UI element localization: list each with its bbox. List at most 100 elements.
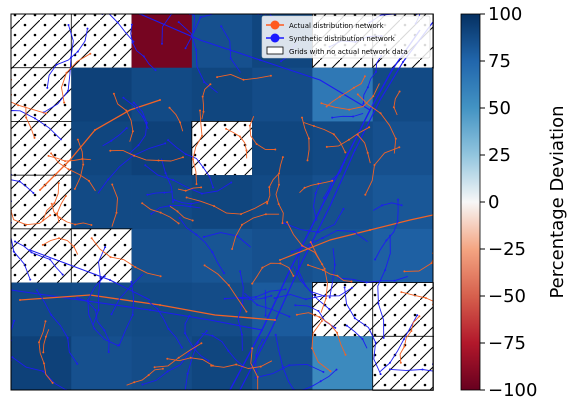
synthetic-branch-node — [99, 276, 102, 279]
synthetic-branch-node — [13, 319, 16, 322]
synthetic-branch — [178, 21, 218, 94]
synthetic-branch-node — [34, 117, 36, 120]
colorbar: 100 75 50 25 0 −25 −50 −75 −100 Percentage Devia… — [460, 4, 568, 401]
actual-branch-node — [125, 109, 128, 112]
synthetic-branch-node — [366, 86, 369, 89]
heatmap-cell — [191, 228, 253, 283]
heatmap-cell — [71, 175, 132, 230]
actual-branch-node — [201, 134, 203, 137]
actual-branch-node — [51, 381, 54, 384]
actual-branch-node — [286, 221, 289, 224]
heatmap-cell — [252, 228, 313, 283]
synthetic-branch-node — [298, 253, 300, 255]
heatmap-cell — [252, 67, 313, 122]
synthetic-branch — [377, 235, 391, 338]
synthetic-branch-node — [36, 289, 38, 292]
synthetic-branch — [102, 127, 128, 147]
colorbar-tick-label: 25 — [488, 145, 511, 166]
synthetic-branch-node — [227, 349, 230, 352]
synthetic-branch — [339, 275, 408, 283]
actual-branch-node — [268, 186, 271, 189]
actual-branch-node — [325, 105, 328, 108]
actual-branch-node — [251, 347, 254, 350]
nodata-cell — [10, 13, 73, 69]
actual-branch — [296, 312, 346, 355]
synthetic-branch-node — [61, 273, 64, 276]
legend-nodata-label: Grids with no actual network data — [289, 48, 408, 56]
synthetic-branch — [274, 293, 322, 300]
heatmap-cell — [252, 282, 313, 337]
actual-branch-node — [179, 121, 182, 124]
synthetic-branch-node — [379, 373, 382, 376]
actual-branch — [326, 76, 366, 107]
actual-branch-node — [281, 222, 284, 225]
actual-branch-node — [200, 342, 203, 345]
synthetic-branch-node — [118, 344, 121, 347]
synthetic-branch — [332, 112, 364, 119]
synthetic-branch — [129, 102, 148, 154]
synthetic-branch-node — [180, 346, 183, 349]
synthetic-branch-node — [30, 251, 33, 254]
actual-branch-node — [200, 186, 203, 189]
actual-branch — [169, 205, 193, 221]
synthetic-branch — [174, 199, 200, 205]
actual-branch-node — [379, 112, 382, 115]
actual-branch-node — [177, 222, 180, 225]
actual-branch — [51, 203, 92, 226]
synthetic-branch — [344, 287, 382, 375]
actual-branch-node — [72, 245, 75, 248]
actual-branch-node — [278, 172, 280, 175]
actual-branch-node — [25, 223, 28, 226]
actual-branch-node — [141, 202, 144, 205]
actual-branch-node — [323, 267, 326, 270]
nodata-cell — [191, 121, 253, 176]
synthetic-branch-node — [186, 372, 189, 375]
synthetic-branch-node — [331, 116, 334, 119]
actual-branch-node — [245, 310, 248, 313]
heatmap-cell — [312, 121, 374, 176]
actual-branch — [42, 237, 79, 255]
actual-branch-node — [50, 152, 53, 155]
actual-branch-node — [301, 116, 303, 119]
synthetic-branch-node — [334, 326, 337, 329]
actual-branch-node — [366, 151, 369, 154]
synthetic-branch-node — [256, 303, 259, 306]
actual-branch-node — [176, 210, 179, 213]
heatmap-cell — [131, 67, 193, 122]
synthetic-branch-node — [374, 258, 377, 261]
actual-branch-node — [256, 375, 259, 378]
heatmap-cell — [191, 14, 253, 69]
colorbar-tick-label: 100 — [488, 4, 522, 25]
synthetic-branch — [362, 55, 382, 104]
synthetic-branch — [184, 14, 196, 32]
synthetic-branch-node — [229, 57, 232, 60]
synthetic-branch-node — [150, 212, 153, 215]
actual-branch-node — [112, 92, 115, 95]
actual-branch-node — [238, 135, 241, 138]
synthetic-branch-node — [402, 338, 405, 341]
synthetic-branch-node — [110, 139, 113, 142]
synthetic-branch-node — [200, 192, 203, 195]
synthetic-branch-node — [207, 359, 210, 362]
synthetic-branch-node — [144, 164, 147, 167]
actual-branch-node — [89, 52, 92, 55]
synthetic-branch-node — [12, 250, 15, 253]
synthetic-branch-node — [261, 338, 264, 341]
actual-branch-node — [261, 266, 264, 269]
colorbar-label: Percentage Deviation — [547, 105, 568, 298]
synthetic-branch-node — [385, 239, 388, 242]
actual-branch-node — [73, 187, 76, 190]
synthetic-branch-node — [375, 70, 377, 73]
synthetic-branch-node — [331, 178, 334, 181]
synthetic-branch-node — [274, 333, 277, 336]
synthetic-branch-node — [205, 330, 208, 332]
nodata-cell — [372, 335, 434, 391]
synthetic-branch — [179, 217, 225, 274]
actual-branch-node — [403, 345, 406, 348]
actual-branch-node — [184, 189, 187, 192]
actual-branch — [42, 329, 50, 353]
heatmap-cell — [71, 67, 132, 122]
actual-branch — [186, 197, 268, 215]
actual-branch-node — [203, 264, 206, 267]
synthetic-branch-node — [388, 368, 391, 371]
